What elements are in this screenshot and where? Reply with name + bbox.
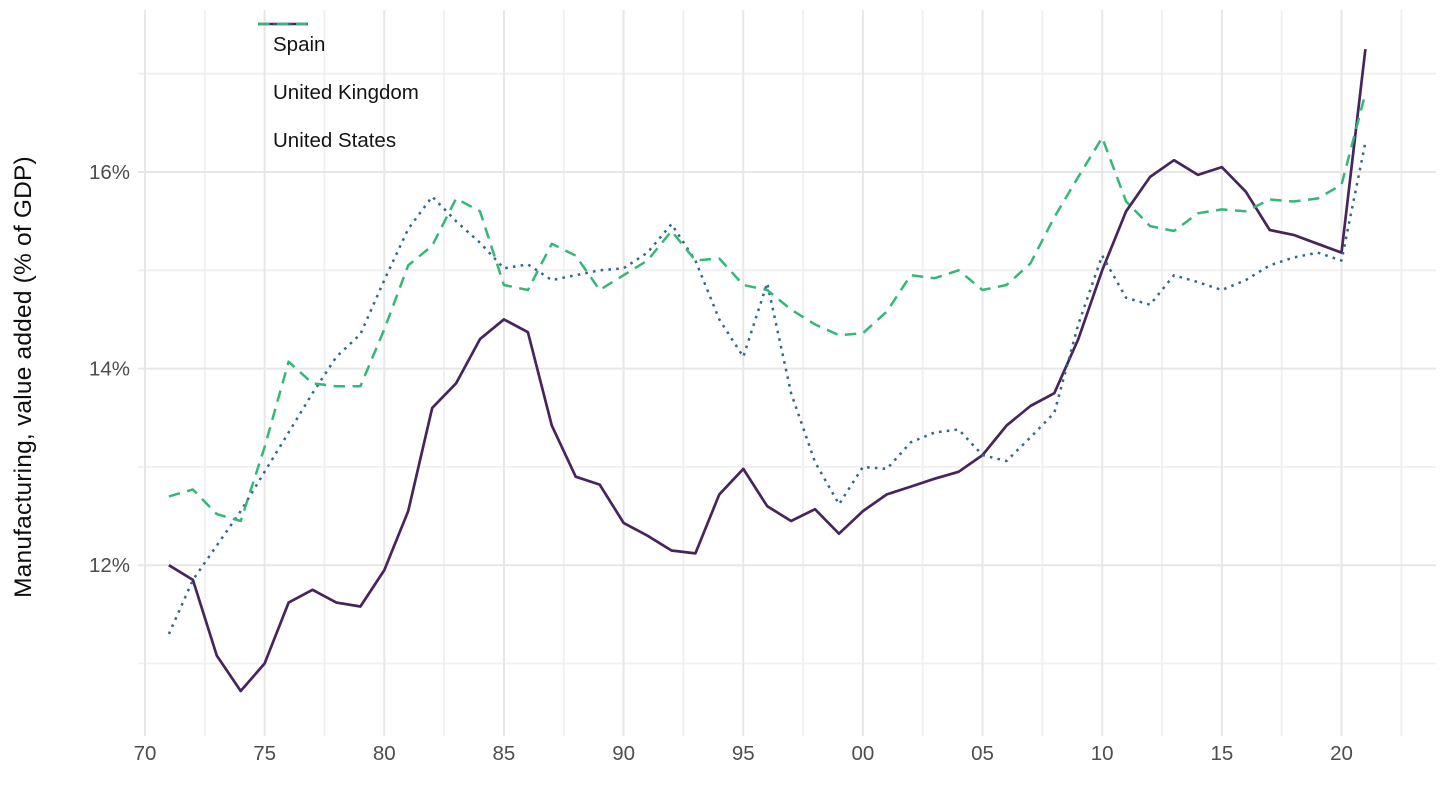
y-tick-label: 16% xyxy=(89,161,130,184)
legend-label: United Kingdom xyxy=(273,81,419,104)
legend-key-line-united-states xyxy=(258,22,308,26)
x-tick-label: 10 xyxy=(1091,742,1114,765)
x-tick-label: 90 xyxy=(612,742,635,765)
x-tick-label: 20 xyxy=(1330,742,1353,765)
legend-item-united-kingdom: United Kingdom xyxy=(258,22,419,117)
legend: Spain United Kingdom United States xyxy=(258,21,419,165)
series-line-spain xyxy=(168,48,1367,693)
y-tick-label: 14% xyxy=(89,358,130,381)
legend-label: United States xyxy=(273,129,397,152)
x-tick-label: 85 xyxy=(493,742,516,765)
series-line-united-kingdom xyxy=(167,142,1367,635)
x-tick-label: 15 xyxy=(1210,742,1233,765)
x-tick-label: 95 xyxy=(732,742,755,765)
legend-item-united-states: United States xyxy=(258,22,419,165)
series-line-united-states xyxy=(168,93,1367,523)
legend-label: Spain xyxy=(273,33,326,56)
x-tick-label: 00 xyxy=(851,742,874,765)
x-tick-label: 80 xyxy=(373,742,396,765)
x-tick-label: 05 xyxy=(971,742,994,765)
x-tick-label: 70 xyxy=(134,742,157,765)
y-tick-label: 12% xyxy=(89,554,130,577)
x-tick-label: 75 xyxy=(253,742,276,765)
legend-item-spain: Spain xyxy=(258,21,419,69)
y-axis-title: Manufacturing, value added (% of GDP) xyxy=(10,156,37,598)
